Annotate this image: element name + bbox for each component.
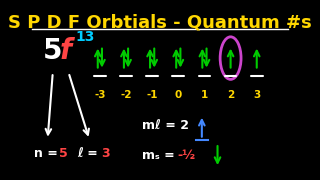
Text: -2: -2 (120, 90, 132, 100)
Text: 5: 5 (42, 37, 62, 65)
Text: mₛ =: mₛ = (142, 149, 179, 162)
Text: 1: 1 (201, 90, 208, 100)
Text: S P D F Orbtials - Quantum #s: S P D F Orbtials - Quantum #s (8, 14, 312, 32)
Text: 2: 2 (227, 90, 234, 100)
Text: 5: 5 (59, 147, 68, 160)
Text: 3: 3 (253, 90, 260, 100)
Text: ℓ =: ℓ = (78, 147, 98, 160)
Text: 13: 13 (75, 30, 94, 44)
Text: f: f (59, 37, 71, 65)
Text: -3: -3 (94, 90, 106, 100)
Text: -½: -½ (177, 149, 195, 162)
Text: n =: n = (35, 147, 58, 160)
Text: 0: 0 (175, 90, 182, 100)
Text: mℓ = 2: mℓ = 2 (142, 119, 189, 132)
Text: -1: -1 (147, 90, 158, 100)
Text: 3: 3 (101, 147, 110, 160)
